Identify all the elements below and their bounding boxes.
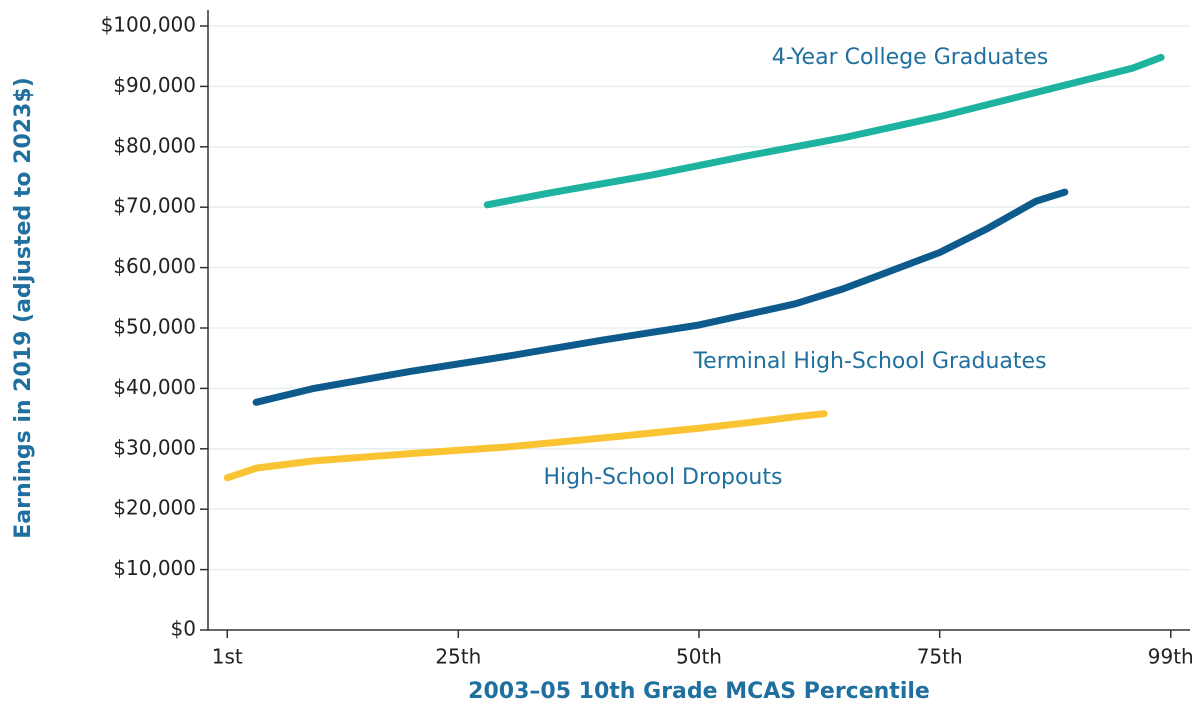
y-tick-label: $20,000 xyxy=(113,496,196,520)
x-axis-title: 2003–05 10th Grade MCAS Percentile xyxy=(468,679,930,704)
y-tick-label: $30,000 xyxy=(113,435,196,459)
x-tick-label: 1st xyxy=(212,645,243,669)
y-tick-label: $100,000 xyxy=(101,13,196,37)
y-tick-label: $10,000 xyxy=(113,556,196,580)
series-line xyxy=(483,53,1165,209)
series-label: Terminal High-School Graduates xyxy=(692,349,1046,374)
y-axis-title: Earnings in 2019 (adjusted to 2023$) xyxy=(11,77,36,539)
y-tick-label: $60,000 xyxy=(113,254,196,278)
x-tick-label: 50th xyxy=(676,645,722,669)
y-tick-label: $90,000 xyxy=(113,73,196,97)
y-tick-label: $50,000 xyxy=(113,315,196,339)
y-tick-label: $0 xyxy=(171,617,196,641)
series-line xyxy=(223,410,828,482)
y-tick-label: $70,000 xyxy=(113,194,196,218)
x-tick-label: 25th xyxy=(435,645,481,669)
y-tick-label: $80,000 xyxy=(113,133,196,157)
y-tick-label: $40,000 xyxy=(113,375,196,399)
series-label: 4-Year College Graduates xyxy=(772,45,1049,70)
series-line xyxy=(252,188,1069,406)
series-label: High-School Dropouts xyxy=(544,465,783,490)
x-tick-label: 99th xyxy=(1148,645,1194,669)
x-tick-label: 75th xyxy=(917,645,963,669)
